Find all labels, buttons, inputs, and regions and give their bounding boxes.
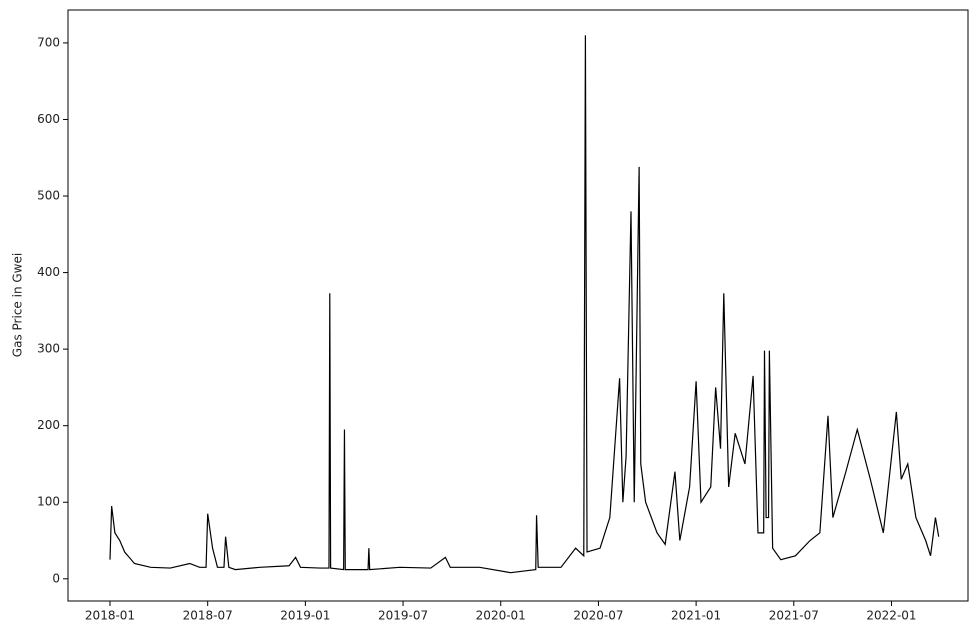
x-tick-label: 2019-07 <box>378 609 428 623</box>
x-tick-label: 2018-01 <box>85 609 135 623</box>
y-tick-label: 100 <box>37 495 60 509</box>
plot-frame <box>67 9 969 602</box>
x-tick-label: 2020-01 <box>476 609 526 623</box>
y-tick-label: 400 <box>37 265 60 279</box>
y-tick-label: 700 <box>37 35 60 49</box>
y-tick-label: 600 <box>37 112 60 126</box>
x-tick-label: 2018-07 <box>183 609 233 623</box>
x-tick-label: 2020-07 <box>573 609 623 623</box>
y-axis-label: Gas Price in Gwei <box>11 253 25 357</box>
x-tick-label: 2019-01 <box>280 609 330 623</box>
price-line <box>109 35 940 574</box>
y-tick-label: 200 <box>37 418 60 432</box>
x-tick-label: 2021-01 <box>671 609 721 623</box>
y-tick-label: 500 <box>37 189 60 203</box>
x-tick-label: 2021-07 <box>769 609 819 623</box>
x-tick-label: 2022-01 <box>866 609 916 623</box>
y-tick-label: 300 <box>37 342 60 356</box>
y-tick-label: 0 <box>52 571 60 585</box>
